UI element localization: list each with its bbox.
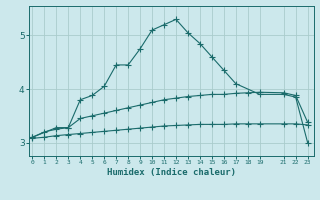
X-axis label: Humidex (Indice chaleur): Humidex (Indice chaleur) <box>107 168 236 177</box>
